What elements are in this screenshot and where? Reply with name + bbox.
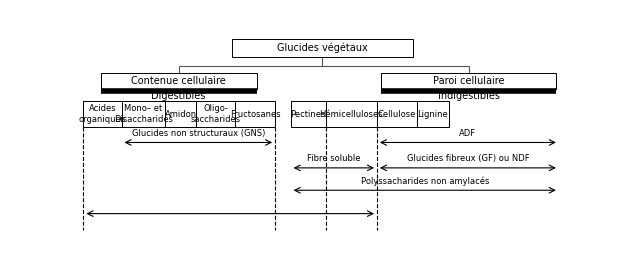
Text: Paroi cellulaire: Paroi cellulaire [433,76,504,86]
Text: Amidon: Amidon [165,110,197,119]
Text: Fructosanes: Fructosanes [230,110,281,119]
Text: Cellulose: Cellulose [378,110,416,119]
Text: Glucides végétaux: Glucides végétaux [277,43,368,53]
FancyBboxPatch shape [196,101,235,127]
FancyBboxPatch shape [381,73,557,89]
FancyBboxPatch shape [291,101,326,127]
Text: Contenue cellulaire: Contenue cellulaire [131,76,226,86]
Text: Oligo-
saccharides: Oligo- saccharides [191,104,241,124]
FancyBboxPatch shape [165,101,196,127]
FancyBboxPatch shape [417,101,448,127]
FancyBboxPatch shape [326,101,377,127]
FancyBboxPatch shape [101,73,257,89]
Text: ADF: ADF [459,129,476,138]
Text: Pectines: Pectines [291,110,326,119]
Text: Hémicelluloses: Hémicelluloses [320,110,383,119]
FancyBboxPatch shape [377,101,417,127]
Text: Indigestibles: Indigestibles [438,91,499,101]
Text: Glucides non structuraux (GNS): Glucides non structuraux (GNS) [131,129,265,138]
Text: Mono– et
Disaccharides: Mono– et Disaccharides [114,104,173,124]
Text: Glucides fibreux (GF) ou NDF: Glucides fibreux (GF) ou NDF [406,154,529,163]
Text: Fibre soluble: Fibre soluble [307,154,360,163]
FancyBboxPatch shape [232,39,413,57]
FancyBboxPatch shape [84,101,121,127]
Text: Lignine: Lignine [418,110,448,119]
Text: Digestibles: Digestibles [152,91,206,101]
Text: Polyssacharides non amylacés: Polyssacharides non amylacés [360,176,489,186]
FancyBboxPatch shape [235,101,275,127]
FancyBboxPatch shape [121,101,165,127]
Text: Acides
organiques: Acides organiques [79,104,126,124]
